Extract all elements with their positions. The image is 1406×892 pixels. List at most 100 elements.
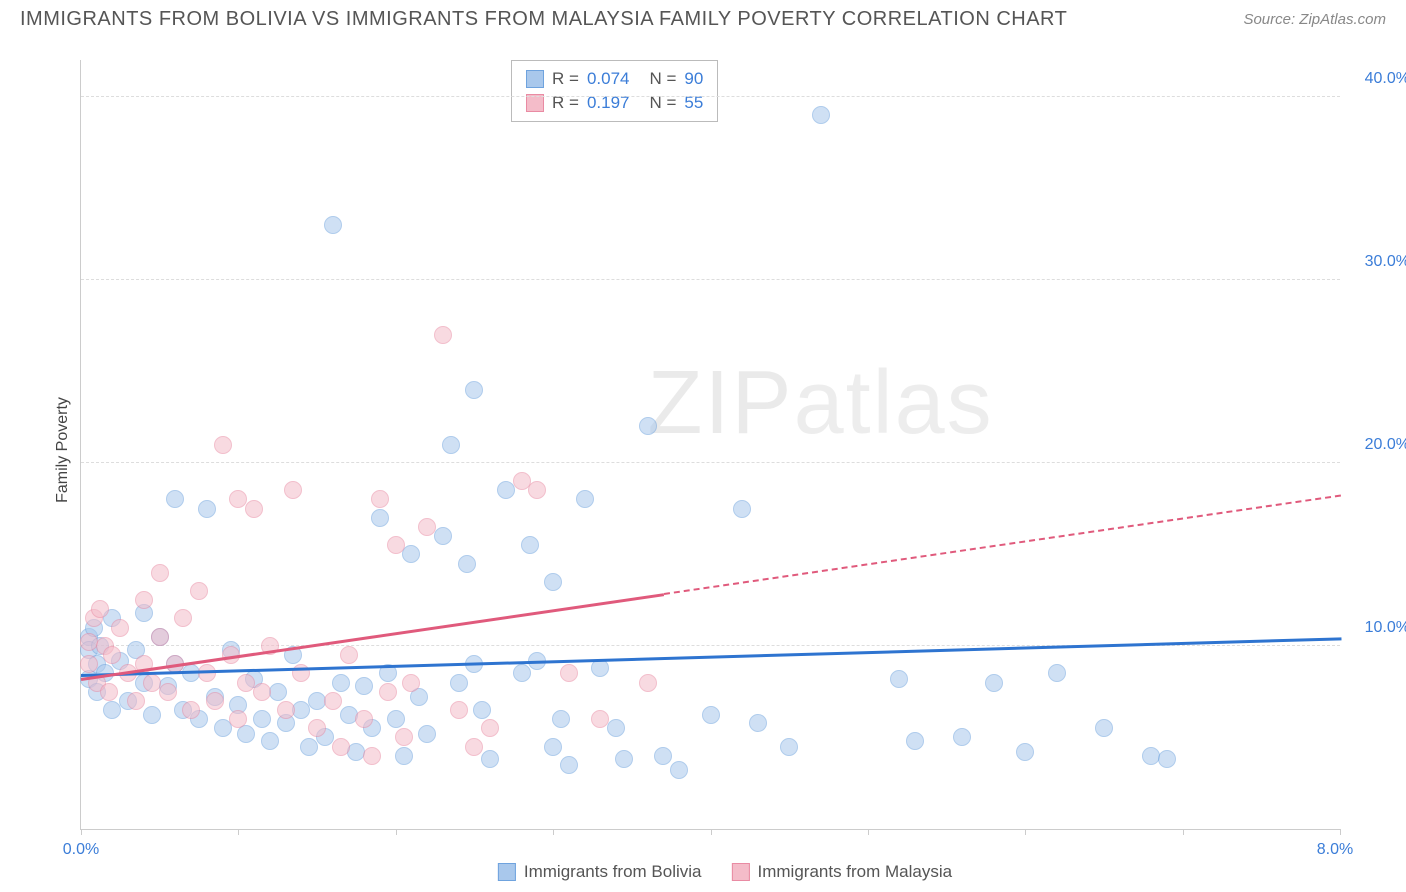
scatter-point <box>103 646 121 664</box>
scatter-point <box>324 216 342 234</box>
scatter-point <box>481 719 499 737</box>
scatter-point <box>143 706 161 724</box>
scatter-point <box>812 106 830 124</box>
scatter-point <box>182 701 200 719</box>
scatter-point <box>387 710 405 728</box>
scatter-point <box>749 714 767 732</box>
scatter-point <box>80 655 98 673</box>
scatter-point <box>953 728 971 746</box>
scatter-point <box>544 738 562 756</box>
scatter-point <box>528 481 546 499</box>
scatter-point <box>198 500 216 518</box>
scatter-point <box>151 628 169 646</box>
scatter-point <box>340 646 358 664</box>
y-tick-label: 10.0% <box>1365 619 1406 637</box>
scatter-point <box>560 664 578 682</box>
scatter-point <box>521 536 539 554</box>
stat-n-value: 90 <box>684 69 703 89</box>
gridline <box>81 462 1340 463</box>
scatter-point <box>91 600 109 618</box>
scatter-point <box>198 664 216 682</box>
gridline <box>81 279 1340 280</box>
scatter-point <box>159 683 177 701</box>
scatter-point <box>434 527 452 545</box>
scatter-point <box>639 417 657 435</box>
scatter-point <box>229 710 247 728</box>
scatter-point <box>269 683 287 701</box>
x-tick <box>1340 829 1341 835</box>
scatter-point <box>371 509 389 527</box>
y-tick-label: 40.0% <box>1365 70 1406 88</box>
legend-item: Immigrants from Bolivia <box>498 862 702 882</box>
scatter-point <box>552 710 570 728</box>
y-tick-label: 30.0% <box>1365 253 1406 271</box>
scatter-point <box>481 750 499 768</box>
scatter-point <box>560 756 578 774</box>
scatter-point <box>151 564 169 582</box>
chart-title: IMMIGRANTS FROM BOLIVIA VS IMMIGRANTS FR… <box>20 8 1067 31</box>
scatter-point <box>473 701 491 719</box>
scatter-point <box>245 500 263 518</box>
scatter-point <box>591 659 609 677</box>
scatter-point <box>450 674 468 692</box>
scatter-point <box>906 732 924 750</box>
watermark: ZIPatlas <box>648 352 994 455</box>
scatter-point <box>615 750 633 768</box>
scatter-point <box>544 573 562 591</box>
scatter-point <box>450 701 468 719</box>
scatter-point <box>324 692 342 710</box>
scatter-point <box>513 664 531 682</box>
scatter-point <box>1048 664 1066 682</box>
scatter-point <box>418 518 436 536</box>
scatter-point <box>780 738 798 756</box>
scatter-point <box>1016 743 1034 761</box>
scatter-point <box>591 710 609 728</box>
x-tick <box>711 829 712 835</box>
legend-label: Immigrants from Malaysia <box>758 862 953 882</box>
scatter-point <box>402 674 420 692</box>
gridline <box>81 96 1340 97</box>
legend-swatch <box>732 863 750 881</box>
y-tick-label: 20.0% <box>1365 436 1406 454</box>
scatter-point <box>465 381 483 399</box>
legend-swatch <box>526 94 544 112</box>
scatter-point <box>1095 719 1113 737</box>
x-tick <box>396 829 397 835</box>
scatter-point <box>576 490 594 508</box>
x-tick-label: 8.0% <box>1317 841 1353 859</box>
bottom-legend: Immigrants from Bolivia Immigrants from M… <box>498 862 952 882</box>
scatter-point <box>127 692 145 710</box>
scatter-point <box>402 545 420 563</box>
scatter-point <box>111 619 129 637</box>
scatter-point <box>702 706 720 724</box>
scatter-point <box>890 670 908 688</box>
scatter-point <box>355 677 373 695</box>
source-attribution: Source: ZipAtlas.com <box>1243 11 1386 28</box>
legend-swatch <box>526 70 544 88</box>
scatter-point <box>985 674 1003 692</box>
x-tick <box>1183 829 1184 835</box>
scatter-point <box>332 738 350 756</box>
scatter-point <box>371 490 389 508</box>
scatter-point <box>174 609 192 627</box>
stats-row: R = 0.197N = 55 <box>526 91 703 115</box>
scatter-point <box>387 536 405 554</box>
stats-legend-box: R = 0.074N = 90R = 0.197N = 55 <box>511 60 718 122</box>
scatter-point <box>261 732 279 750</box>
scatter-point <box>434 326 452 344</box>
scatter-point <box>654 747 672 765</box>
legend-item: Immigrants from Malaysia <box>732 862 953 882</box>
legend-label: Immigrants from Bolivia <box>524 862 702 882</box>
scatter-point <box>355 710 373 728</box>
scatter-point <box>166 490 184 508</box>
stat-r-value: 0.074 <box>587 69 630 89</box>
x-tick <box>238 829 239 835</box>
scatter-point <box>458 555 476 573</box>
scatter-point <box>1158 750 1176 768</box>
x-tick <box>1025 829 1026 835</box>
stat-n-label: N = <box>649 69 676 89</box>
scatter-point <box>100 683 118 701</box>
chart-container: Family Poverty ZIPatlas R = 0.074N = 90R… <box>60 50 1390 850</box>
x-tick <box>81 829 82 835</box>
x-tick-label: 0.0% <box>63 841 99 859</box>
